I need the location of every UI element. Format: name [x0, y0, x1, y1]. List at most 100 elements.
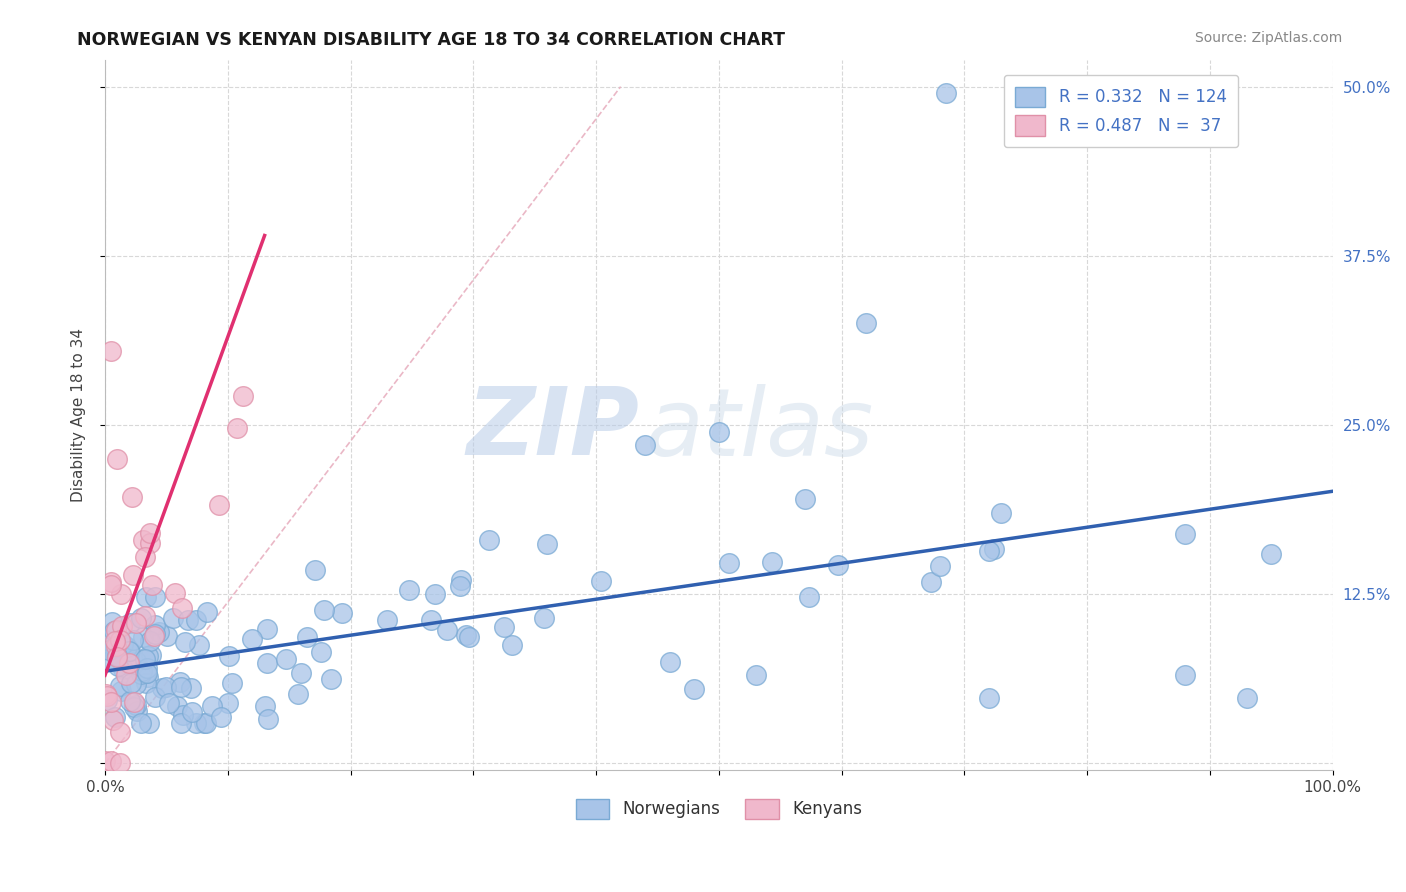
Point [232, 389, 254, 403]
Point [170, 680, 193, 694]
Point [103, 624, 125, 639]
Point [118, 656, 141, 670]
Point [172, 601, 194, 615]
Point [162, 611, 184, 625]
Point [225, 421, 247, 435]
Point [193, 715, 215, 730]
Point [304, 563, 326, 577]
Point [419, 613, 441, 627]
Point [1174, 668, 1197, 682]
Point [96, 690, 118, 704]
Point [1260, 547, 1282, 561]
Point [125, 698, 148, 713]
Point [132, 533, 155, 547]
Point [1236, 691, 1258, 706]
Point [297, 630, 319, 644]
Point [121, 490, 143, 504]
Point [115, 640, 138, 654]
Point [107, 659, 129, 673]
Point [127, 704, 149, 718]
Point [94, 686, 117, 700]
Point [98, 654, 121, 668]
Point [100, 343, 122, 358]
Point [96, 632, 118, 647]
Point [221, 675, 243, 690]
Point [718, 557, 741, 571]
Point [166, 699, 188, 714]
Point [129, 610, 152, 624]
Point [257, 712, 280, 726]
Point [100, 754, 122, 768]
Point [117, 657, 139, 672]
Point [122, 568, 145, 582]
Point [170, 715, 193, 730]
Point [589, 574, 612, 588]
Point [136, 648, 159, 663]
Point [761, 555, 783, 569]
Point [1174, 527, 1197, 541]
Point [97, 643, 120, 657]
Point [180, 705, 202, 719]
Point [287, 687, 309, 701]
Point [450, 574, 472, 588]
Point [977, 691, 1000, 706]
Point [180, 681, 202, 696]
Point [321, 672, 343, 686]
Point [501, 638, 523, 652]
Point [118, 616, 141, 631]
Point [187, 639, 209, 653]
Text: ZIP: ZIP [467, 383, 640, 475]
Point [208, 498, 231, 512]
Text: atlas: atlas [645, 384, 873, 475]
Point [330, 606, 353, 620]
Point [110, 684, 132, 698]
Point [105, 639, 128, 653]
Legend: Norwegians, Kenyans: Norwegians, Kenyans [569, 792, 869, 826]
Point [104, 634, 127, 648]
Point [134, 652, 156, 666]
Point [195, 605, 218, 619]
Point [194, 715, 217, 730]
Point [131, 664, 153, 678]
Point [121, 676, 143, 690]
Point [122, 695, 145, 709]
Point [120, 644, 142, 658]
Point [134, 608, 156, 623]
Point [990, 506, 1012, 520]
Point [122, 632, 145, 647]
Point [139, 634, 162, 648]
Point [135, 676, 157, 690]
Point [105, 648, 128, 663]
Point [139, 526, 162, 541]
Point [100, 615, 122, 629]
Point [155, 680, 177, 694]
Point [398, 582, 420, 597]
Point [139, 648, 162, 662]
Point [104, 623, 127, 637]
Point [136, 661, 159, 675]
Point [112, 637, 135, 651]
Point [172, 708, 194, 723]
Point [129, 667, 152, 681]
Point [143, 590, 166, 604]
Point [309, 645, 332, 659]
Point [148, 624, 170, 639]
Point [108, 632, 131, 647]
Point [110, 679, 132, 693]
Point [124, 700, 146, 714]
Point [478, 533, 501, 547]
Point [256, 657, 278, 671]
Point [143, 690, 166, 704]
Y-axis label: Disability Age 18 to 34: Disability Age 18 to 34 [72, 327, 86, 502]
Point [157, 696, 180, 710]
Point [100, 574, 122, 589]
Point [118, 644, 141, 658]
Point [143, 629, 166, 643]
Point [827, 558, 849, 572]
Point [125, 616, 148, 631]
Point [201, 699, 224, 714]
Point [105, 650, 128, 665]
Point [312, 603, 335, 617]
Point [118, 694, 141, 708]
Point [274, 652, 297, 666]
